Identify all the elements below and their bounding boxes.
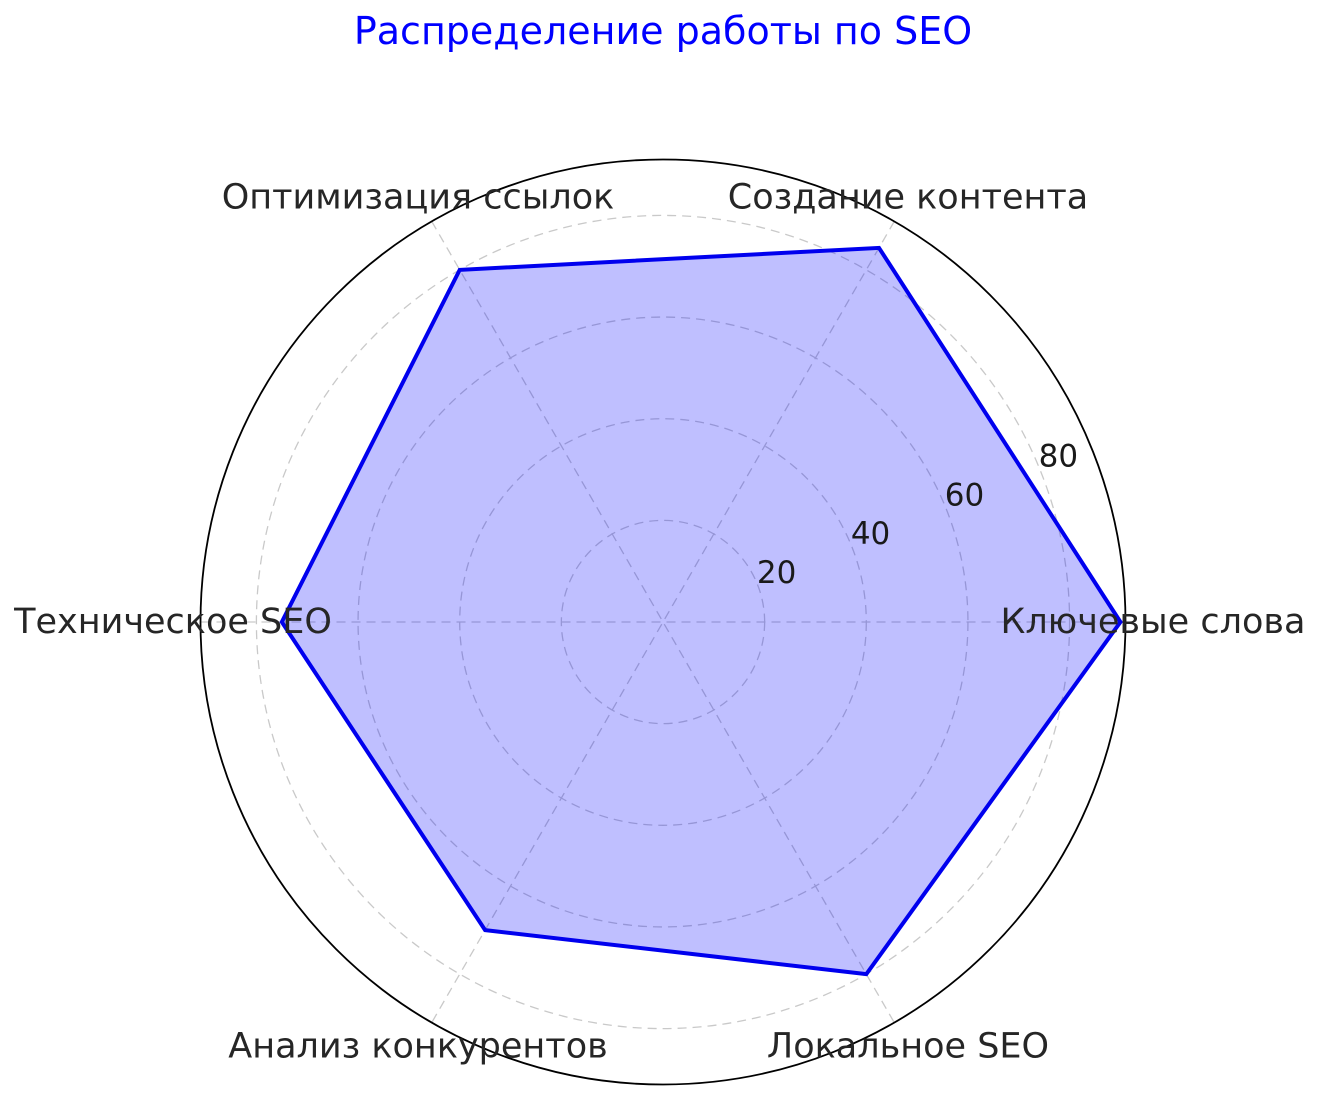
grid-spoke: [431, 221, 895, 1023]
grid-circle: [255, 214, 1071, 1030]
category-label: Оптимизация ссылок: [222, 178, 615, 218]
category-label: Ключевые слова: [1001, 602, 1306, 642]
category-label: Техническое SEO: [13, 602, 332, 642]
grid-spoke: [431, 221, 895, 1023]
radar-outline: [279, 245, 1123, 977]
category-label: Создание контента: [728, 178, 1088, 218]
r-tick-label: 20: [757, 555, 796, 591]
outer-circle: [199, 158, 1127, 1086]
r-tick-label: 60: [945, 477, 984, 513]
r-tick-label: 80: [1039, 438, 1078, 474]
chart-title: Распределение работы по SEO: [353, 9, 973, 53]
r-tick-label: 40: [851, 516, 890, 552]
radar-area: [281, 247, 1121, 975]
category-label: Локальное SEO: [767, 1026, 1049, 1066]
category-label: Анализ конкурентов: [228, 1026, 607, 1066]
